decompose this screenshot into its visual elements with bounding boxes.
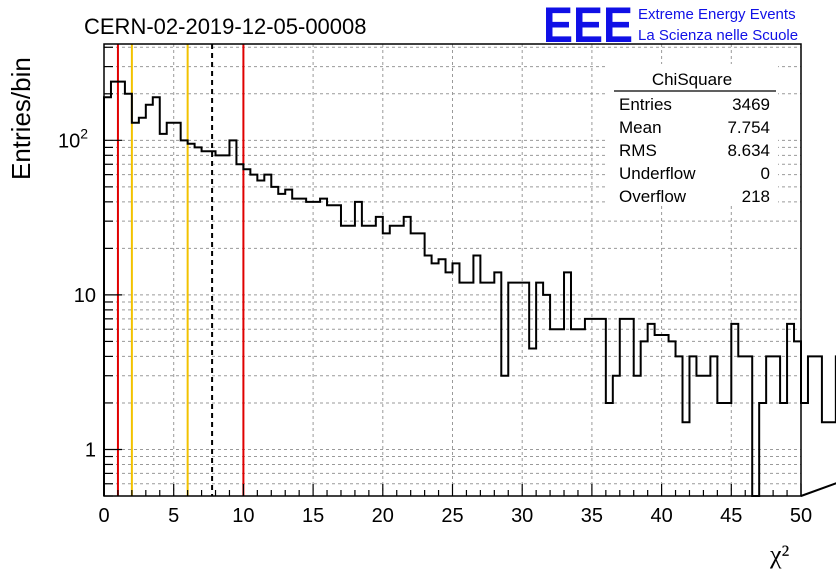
stats-value: 7.754 [727, 118, 770, 137]
x-tick-label: 35 [581, 505, 603, 527]
grid-lines [104, 44, 801, 497]
stats-value: 8.634 [727, 141, 770, 160]
histogram-line [103, 80, 836, 497]
logo-line-2: La Scienza nelle Scuole [638, 27, 798, 44]
x-tick-label: 5 [168, 505, 179, 527]
plot-title: CERN-02-2019-12-05-00008 [84, 14, 367, 39]
x-tick-label: 30 [511, 505, 533, 527]
reference-lines [116, 44, 245, 496]
stats-box: ChiSquare Entries 3469 Mean 7.754 RMS 8.634 Un… [606, 64, 778, 206]
stats-label: RMS [619, 141, 657, 160]
x-tick-label: 45 [720, 505, 742, 527]
y-axis-ticks: 1 10 102 [58, 46, 122, 497]
stats-value: 3469 [732, 95, 770, 114]
x-axis-ticks: 0 5 10 15 20 25 30 35 40 45 50 [98, 484, 812, 527]
x-tick-label: 40 [650, 505, 672, 527]
stats-rows: Entries 3469 Mean 7.754 RMS 8.634 Underflow 0 Ov… [619, 95, 770, 206]
x-tick-label: 20 [372, 505, 394, 527]
x-tick-label: 10 [232, 505, 254, 527]
y-axis-label: Entries/bin [6, 57, 36, 180]
stats-box-bg [606, 64, 778, 206]
x-tick-label: 0 [98, 505, 109, 527]
y-tick-label: 102 [58, 125, 88, 152]
x-tick-label: 25 [441, 505, 463, 527]
logo-mark: EEE [543, 0, 633, 53]
stats-label: Underflow [619, 164, 696, 183]
stats-label: Overflow [619, 187, 687, 206]
stats-label: Entries [619, 95, 672, 114]
y-tick-label: 1 [85, 439, 96, 461]
stats-label: Mean [619, 118, 662, 137]
x-tick-label: 15 [302, 505, 324, 527]
eee-logo: EEE Extreme Energy Events La Scienza nel… [543, 0, 798, 53]
stats-title: ChiSquare [652, 70, 732, 89]
x-tick-label: 50 [790, 505, 812, 527]
x-axis-label: χ² [769, 540, 790, 569]
stats-value: 0 [761, 164, 770, 183]
logo-line-1: Extreme Energy Events [638, 6, 796, 23]
y-tick-label: 10 [74, 285, 96, 307]
stats-value: 218 [742, 187, 770, 206]
